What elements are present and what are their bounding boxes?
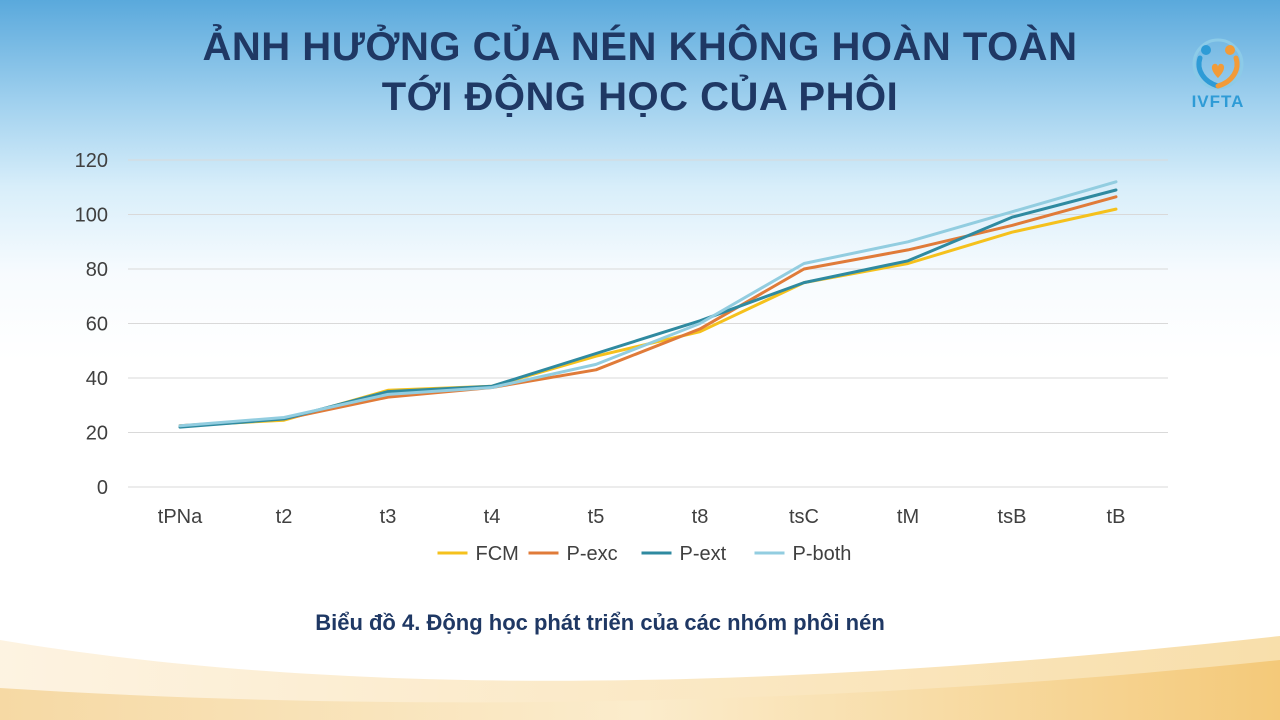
legend-label: P-ext xyxy=(680,543,727,565)
logo-figures-icon xyxy=(1192,38,1244,90)
legend-item-p-both: P-both xyxy=(754,543,852,565)
x-tick-label: t3 xyxy=(380,506,397,528)
y-tick-label: 40 xyxy=(86,368,108,390)
x-tick-label: tPNa xyxy=(158,506,203,528)
x-tick-label: t8 xyxy=(692,506,709,528)
y-tick-label: 120 xyxy=(75,150,108,172)
title-line-2: TỚI ĐỘNG HỌC CỦA PHÔI xyxy=(381,75,899,119)
x-tick-label: tM xyxy=(897,506,919,528)
legend-label: FCM xyxy=(476,543,519,565)
ivfta-logo: IVFTA xyxy=(1178,36,1258,120)
x-tick-label: t4 xyxy=(484,506,501,528)
legend-label: P-exc xyxy=(567,543,618,565)
x-tick-label: t2 xyxy=(276,506,293,528)
title-line-1: ẢNH HƯỞNG CỦA NÉN KHÔNG HOÀN TOÀN xyxy=(202,25,1078,69)
series-line-p-ext xyxy=(178,188,1118,429)
y-tick-label: 0 xyxy=(97,477,108,499)
x-tick-label: tsC xyxy=(789,506,819,528)
y-tick-label: 20 xyxy=(86,423,108,445)
series-line-fcm xyxy=(178,207,1118,428)
slide-title: ẢNH HƯỞNG CỦA NÉN KHÔNG HOÀN TOÀN TỚI ĐỘ… xyxy=(140,22,1140,122)
x-tick-label: t5 xyxy=(588,506,605,528)
legend-item-p-exc: P-exc xyxy=(528,543,618,565)
series-line-p-both xyxy=(178,180,1118,428)
y-tick-label: 80 xyxy=(86,259,108,281)
chart-caption: Biểu đồ 4. Động học phát triển của các n… xyxy=(315,610,885,635)
legend-item-fcm: FCM xyxy=(437,543,519,565)
legend-item-p-ext: P-ext xyxy=(641,543,727,565)
y-tick-label: 100 xyxy=(75,205,108,227)
legend-label: P-both xyxy=(793,543,852,565)
x-tick-label: tB xyxy=(1107,506,1126,528)
y-tick-label: 60 xyxy=(86,314,108,336)
x-tick-label: tsB xyxy=(998,506,1027,528)
logo-text: IVFTA xyxy=(1191,92,1245,111)
